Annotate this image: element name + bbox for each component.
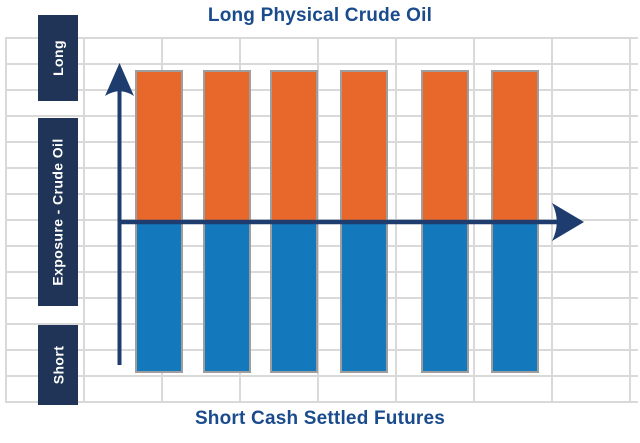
y-axis-long-label: Long <box>50 40 66 76</box>
chart-title: Long Physical Crude Oil <box>207 5 433 26</box>
y-axis-title-box: Exposure - Crude Oil <box>38 118 78 306</box>
bar-long-physical <box>491 70 539 222</box>
grid-background <box>5 37 638 403</box>
bar-short-futures <box>421 222 469 373</box>
bar-long-physical <box>135 70 183 222</box>
y-axis-short-label-box: Short <box>38 325 78 405</box>
bar-long-physical <box>340 70 388 222</box>
bar-short-futures <box>135 222 183 373</box>
y-axis-long-label-box: Long <box>38 15 78 101</box>
bar-long-physical <box>203 70 251 222</box>
bar-short-futures <box>270 222 318 373</box>
y-axis-title: Exposure - Crude Oil <box>50 138 66 286</box>
bar-short-futures <box>340 222 388 373</box>
bar-long-physical <box>270 70 318 222</box>
bar-long-physical <box>421 70 469 222</box>
bar-short-futures <box>203 222 251 373</box>
bar-short-futures <box>491 222 539 373</box>
y-axis-short-label: Short <box>50 345 66 385</box>
x-axis-title: Short Cash Settled Futures <box>194 408 446 429</box>
